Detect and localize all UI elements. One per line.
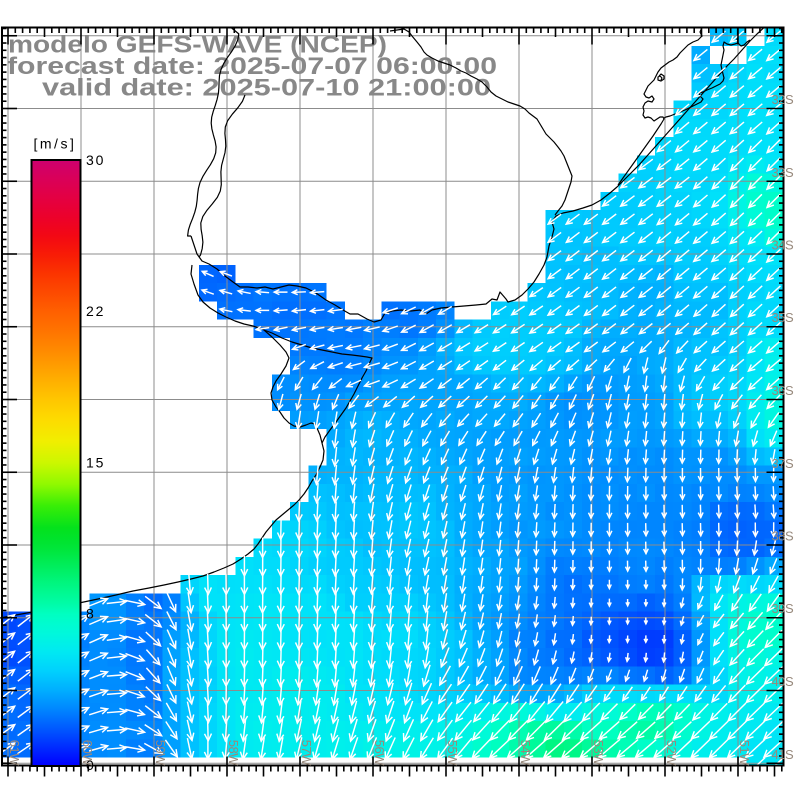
- svg-text:40S: 40S: [772, 674, 794, 689]
- svg-text:modelo GEFS-WAVE (NCEP): modelo GEFS-WAVE (NCEP): [8, 31, 387, 58]
- svg-text:51W: 51W: [737, 740, 752, 766]
- svg-text:33S: 33S: [772, 165, 794, 180]
- svg-text:15: 15: [86, 454, 105, 470]
- svg-text:8: 8: [86, 606, 96, 622]
- svg-text:58W: 58W: [226, 740, 241, 766]
- svg-text:22: 22: [86, 303, 105, 319]
- svg-text:37S: 37S: [772, 456, 794, 471]
- svg-text:38S: 38S: [772, 529, 794, 544]
- svg-text:0: 0: [86, 757, 96, 773]
- svg-text:61W: 61W: [7, 740, 22, 766]
- svg-text:52W: 52W: [664, 740, 679, 766]
- svg-text:forecast date: 2025-07-07 06:0: forecast date: 2025-07-07 06:00:00: [7, 53, 497, 80]
- svg-text:57W: 57W: [299, 740, 314, 766]
- svg-text:36S: 36S: [772, 383, 794, 398]
- svg-text:59W: 59W: [153, 740, 168, 766]
- svg-text:30: 30: [86, 152, 105, 168]
- svg-text:valid date: 2025-07-10 21:00:0: valid date: 2025-07-10 21:00:00: [42, 74, 491, 101]
- svg-text:56W: 56W: [372, 740, 387, 766]
- svg-text:[m/s]: [m/s]: [34, 136, 77, 152]
- svg-text:60W: 60W: [80, 740, 95, 766]
- svg-text:34S: 34S: [772, 238, 794, 253]
- svg-text:53W: 53W: [591, 740, 606, 766]
- svg-text:55W: 55W: [445, 740, 460, 766]
- svg-text:41S: 41S: [772, 747, 794, 762]
- svg-text:32S: 32S: [772, 92, 794, 107]
- svg-text:54W: 54W: [518, 740, 533, 766]
- svg-text:35S: 35S: [772, 310, 794, 325]
- svg-text:39S: 39S: [772, 601, 794, 616]
